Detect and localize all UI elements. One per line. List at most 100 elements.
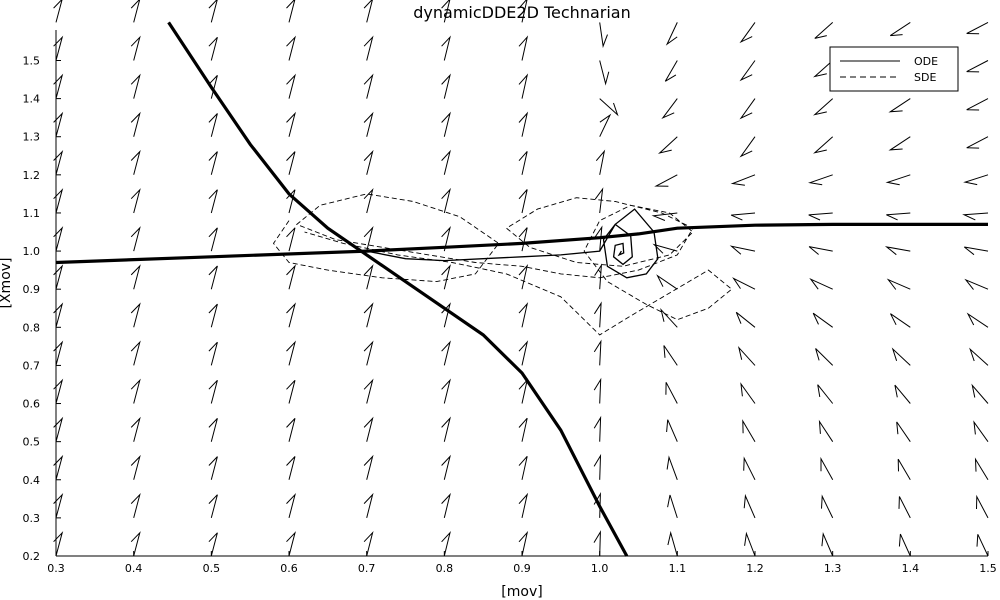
quiver-arrow [208,532,218,557]
quiver-arrow [286,340,296,366]
quiver-arrow [821,494,834,519]
x-tick-label: 0.8 [436,562,454,575]
quiver-arrow [739,22,756,44]
y-tick-label: 1.0 [23,245,41,258]
x-tick-label: 1.4 [902,562,920,575]
quiver-arrow [441,264,451,290]
quiver-arrow [208,379,218,404]
quiver-arrow [53,378,64,404]
quiver-arrow [53,264,64,290]
quiver-arrow [814,22,834,39]
quiver-arrow [441,416,451,442]
quiver-arrow [286,492,296,519]
chart-title: dynamicDDE2D Technarian [413,3,630,22]
quiver-arrow [518,492,529,519]
nullclines [55,21,988,557]
quiver-arrow [966,98,989,111]
quiver-arrow [53,454,64,480]
quiver-arrow [208,494,218,519]
quiver-arrow [363,264,374,290]
quiver-arrow [130,378,141,404]
quiver-arrow [286,302,296,328]
quiver-arrow [732,277,756,290]
quiver-arrow [53,0,63,23]
quiver-arrow [817,384,834,404]
quiver-arrow [363,302,374,328]
quiver-arrow [53,188,64,214]
x-tick-label: 0.6 [280,562,298,575]
y-tick-label: 0.4 [23,474,41,487]
x-tick-label: 0.4 [125,562,143,575]
y-tick-label: 0.3 [23,512,41,525]
quiver-arrow [441,0,451,23]
quiver-arrow [654,174,678,187]
nullcline-1 [55,222,988,265]
quiver-arrow [53,416,64,442]
quiver-arrow [53,531,64,557]
quiver-arrow [363,149,374,175]
quiver-arrow [890,313,911,328]
quiver-arrow [964,278,989,290]
quiver-arrow [363,454,374,480]
quiver-arrow [966,312,989,328]
quiver-arrow [663,345,678,366]
quiver-arrow [593,530,601,557]
quiver-arrow [729,245,756,255]
legend: ODE SDE [829,46,959,92]
x-tick-label: 1.3 [824,562,842,575]
quiver-arrow [441,530,451,557]
quiver-arrow [130,416,141,442]
quiver-arrow [593,301,602,328]
quiver-arrow [898,533,911,557]
quiver-arrow [130,149,141,175]
quiver-arrow [286,227,296,252]
quiver-arrow [820,456,834,481]
y-tick-label: 1.2 [23,169,41,182]
quiver-arrow [363,530,374,557]
y-tick-label: 0.9 [23,283,41,296]
quiver-arrow [894,384,911,404]
quiver-arrow [976,494,989,519]
quiver-arrow [441,340,451,366]
quiver-arrow [594,187,604,214]
quiver-arrow [966,21,989,35]
y-tick-label: 0.7 [23,359,41,372]
quiver-arrow [595,149,606,175]
quiver-arrow [896,421,911,442]
quiver-arrow [363,111,374,137]
quiver-arrow [208,456,218,480]
quiver-arrow [891,347,911,366]
quiver-arrow [53,73,64,99]
quiver-arrow [593,339,602,366]
y-tick-label: 0.5 [23,436,41,449]
quiver-arrow [888,98,911,113]
quiver-arrow [730,212,756,221]
quiver-arrow [665,382,678,404]
quiver-arrow [363,340,374,366]
quiver-arrow [664,60,678,82]
series-group [272,193,733,336]
quiver-arrow [286,111,296,137]
quiver-arrow [208,303,218,328]
quiver-arrow [518,73,529,99]
quiver-arrow [518,0,528,23]
quiver-arrow [363,492,374,519]
x-tick-label: 1.0 [591,562,609,575]
quiver-arrow [667,494,678,519]
quiver-arrow [666,455,678,480]
quiver-arrow [208,0,218,23]
quiver-arrow [743,456,756,481]
quiver-arrow [963,174,989,186]
quiver-arrow [818,419,834,442]
quiver-arrow [661,98,678,120]
quiver-arrow [518,151,528,175]
y-tick-label: 0.6 [23,398,41,411]
quiver-arrow [53,111,64,137]
y-axis-ticks: 0.2 0.3 0.4 0.5 0.6 0.7 0.8 0.9 1.0 1.1 1.2 1.3 1.4 1… [23,54,61,563]
quiver-arrow [739,60,756,82]
quiver-arrow [208,418,218,442]
quiver-arrow [363,378,374,404]
quiver-arrow [518,530,529,557]
quiver-arrow [656,274,678,290]
